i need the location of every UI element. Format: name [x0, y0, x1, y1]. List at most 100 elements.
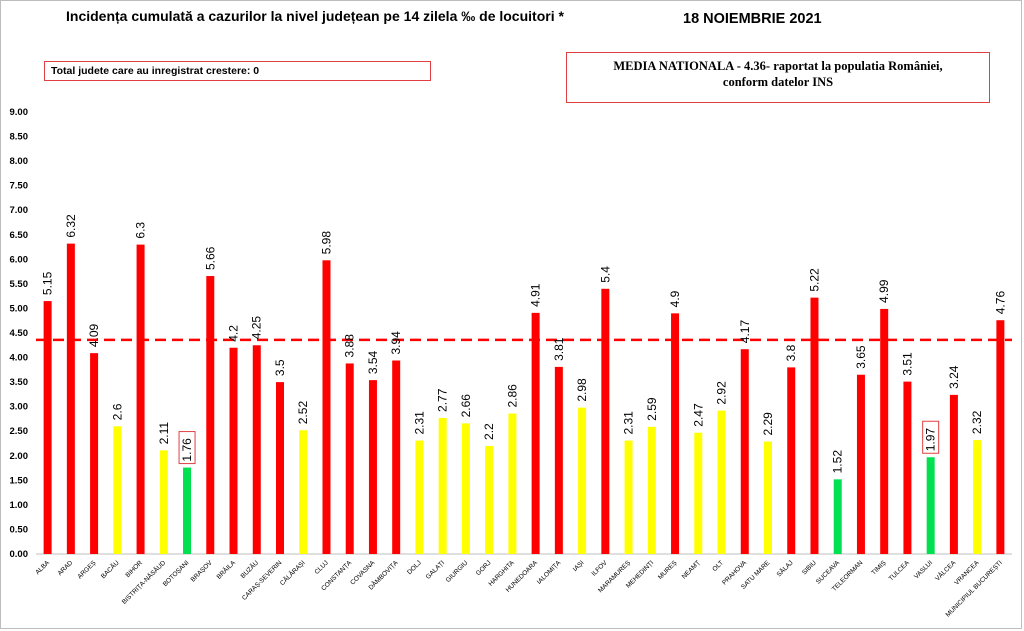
bar	[252, 345, 261, 554]
bar-value-label: 3.88	[343, 334, 357, 358]
increase-summary-text: Total judete care au inregistrat crester…	[51, 65, 260, 77]
bar	[647, 426, 656, 554]
y-tick-label: 6.00	[10, 254, 29, 265]
bar	[903, 381, 912, 554]
bar	[43, 301, 52, 554]
x-category-label: SIBIU	[801, 559, 818, 576]
bar	[717, 410, 726, 554]
y-tick-label: 9.00	[10, 107, 29, 118]
y-tick-label: 4.50	[10, 328, 29, 339]
bar-value-label: 5.98	[319, 231, 333, 255]
x-category-label: GORJ	[475, 559, 493, 577]
bar	[926, 457, 935, 554]
bar-value-label: 3.8	[784, 344, 798, 361]
y-tick-label: 1.00	[10, 500, 29, 511]
bar-value-label: 3.81	[552, 337, 566, 361]
x-category-label: BUZĂU	[238, 558, 260, 580]
bar	[508, 413, 517, 554]
bar-value-label: 3.24	[947, 365, 961, 389]
x-category-label: OLT	[711, 559, 725, 573]
x-category-label: BRAȘOV	[190, 559, 215, 584]
bar-value-label: 2.47	[691, 403, 705, 427]
bar	[299, 430, 308, 554]
bar	[136, 244, 145, 554]
bar	[368, 380, 377, 554]
bar	[322, 260, 331, 554]
x-category-label: GIURGIU	[445, 559, 470, 584]
bar	[206, 276, 215, 554]
bar	[810, 297, 819, 554]
bar	[601, 288, 610, 554]
bar-value-label: 1.52	[831, 450, 845, 474]
bar-value-label: 4.99	[877, 279, 891, 303]
bar-value-label: 6.3	[134, 222, 148, 239]
bar	[949, 394, 958, 554]
chart-title: Incidența cumulată a cazurilor la nivel …	[66, 8, 564, 24]
x-category-label: IAȘI	[572, 559, 586, 573]
bar	[554, 366, 563, 554]
x-category-label: BACĂU	[99, 558, 121, 580]
bar-value-label: 2.32	[970, 410, 984, 434]
x-category-label: IALOMIȚA	[536, 559, 563, 586]
y-tick-label: 2.50	[10, 426, 29, 437]
bar-value-label: 2.66	[459, 394, 473, 418]
bar	[461, 423, 470, 554]
x-category-label: ALBA	[34, 559, 51, 576]
bar-value-label: 4.91	[529, 283, 543, 307]
national-average-line2: conform datelor INS	[722, 75, 834, 89]
y-tick-label: 5.50	[10, 279, 29, 290]
bar-value-label: 4.9	[668, 290, 682, 307]
x-category-label: CĂLĂRAȘI	[278, 558, 307, 587]
bar-value-label: 2.2	[482, 423, 496, 440]
bar-value-label: 6.32	[64, 214, 78, 238]
bar-value-label: 4.76	[993, 291, 1007, 315]
bar-value-label: 5.22	[807, 268, 821, 292]
y-tick-label: 3.00	[10, 402, 29, 413]
bar-value-label: 1.76	[180, 438, 194, 462]
x-category-label: VÂLCEA	[933, 558, 958, 583]
bar-value-label: 3.65	[854, 345, 868, 369]
bar	[276, 382, 284, 554]
bar-value-label: 3.94	[389, 331, 403, 355]
bar-value-label: 4.17	[738, 320, 752, 344]
value-label-highlight-box	[922, 420, 940, 454]
y-tick-label: 7.00	[10, 205, 29, 216]
y-tick-label: 7.50	[10, 181, 29, 192]
bar-value-label: 2.92	[715, 381, 729, 405]
x-category-label: SĂLAJ	[774, 558, 794, 578]
x-category-label: ARAD	[57, 559, 75, 577]
x-category-label: BISTRIȚA-NĂSĂUD	[119, 558, 167, 606]
bar-value-label: 2.77	[436, 388, 450, 412]
bar-value-label: 5.4	[598, 266, 612, 283]
bar	[996, 320, 1005, 554]
bar-value-label: 2.29	[761, 412, 775, 436]
bar	[787, 367, 796, 554]
x-category-label: CARAȘ-SEVERIN	[241, 559, 284, 602]
x-category-label: CLUJ	[313, 559, 329, 575]
national-average-line1: MEDIA NATIONALA - 4.36- raportat la popu…	[613, 59, 943, 73]
bar	[578, 407, 587, 554]
x-category-label: GALAȚI	[425, 559, 446, 580]
bar	[66, 243, 75, 554]
y-tick-label: 3.50	[10, 377, 29, 388]
x-category-label: TULCEA	[888, 559, 912, 583]
x-category-label: TIMIȘ	[870, 559, 888, 577]
bar	[880, 308, 889, 554]
bar	[113, 426, 122, 554]
bar	[764, 441, 772, 554]
bar	[694, 432, 703, 554]
y-tick-label: 4.00	[10, 353, 29, 364]
bar-value-label: 2.98	[575, 378, 589, 402]
x-category-label: MUREȘ	[657, 559, 679, 581]
y-tick-label: 0.50	[10, 524, 29, 535]
bar	[90, 353, 99, 554]
bar-value-label: 4.25	[250, 316, 264, 340]
x-category-label: BRĂILA	[214, 558, 237, 581]
y-tick-label: 2.00	[10, 451, 29, 462]
bar	[531, 312, 540, 554]
bar-value-label: 2.52	[296, 401, 310, 425]
national-average-box: MEDIA NATIONALA - 4.36- raportat la popu…	[566, 52, 990, 103]
x-category-label: VASLUI	[913, 559, 934, 580]
